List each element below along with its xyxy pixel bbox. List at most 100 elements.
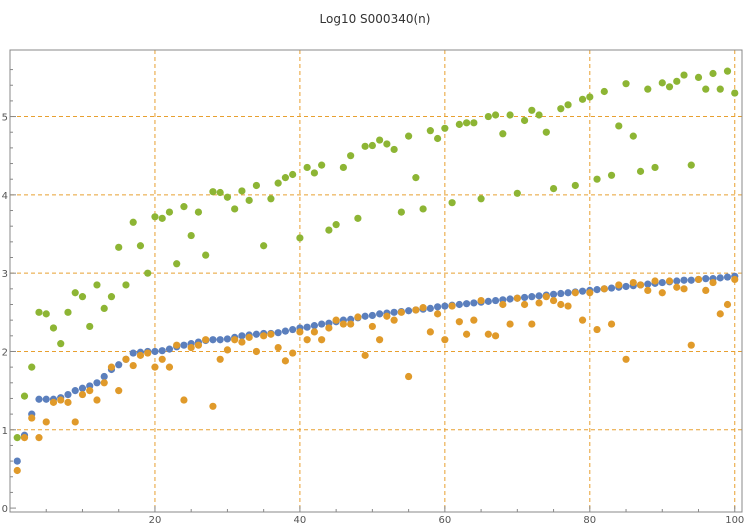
series-2-point [245,333,253,341]
series-3-point [622,80,630,88]
y-tick-label: 1 [2,426,8,437]
series-3-point [216,188,224,197]
series-2-point [310,328,318,336]
series-2-point [267,330,275,338]
series-3-point [180,203,188,211]
series-1-point [64,390,72,399]
series-2-point [158,355,166,363]
series-3-point [557,105,565,113]
series-3-point [144,269,152,277]
series-2-point [209,402,217,410]
series-3-point [267,195,275,203]
series-2-point [86,387,94,395]
series-3-point [441,124,449,132]
series-3-point [57,340,65,348]
series-2-point [470,316,478,324]
series-1-point [35,395,43,403]
series-3-point [405,132,413,140]
series-3-point [506,111,514,119]
series-1-point [71,387,79,395]
series-2-point [165,363,174,371]
series-3-point [368,141,376,150]
series-2-point [680,285,688,293]
grid-layer [10,50,742,512]
series-3-point [318,161,326,169]
series-1-point [405,307,413,315]
series-1-point [491,296,500,305]
series-1-point [622,282,630,291]
series-3-point [462,119,471,127]
series-3-point [274,179,282,187]
series-1-point [151,347,159,356]
series-3-point [397,208,405,216]
series-2-point [194,341,203,349]
series-2-point [484,330,492,338]
series-3-point [151,213,159,221]
series-2-point [709,278,717,287]
series-3-point [615,122,623,130]
series-3-point [383,140,391,148]
series-2-point [419,304,427,312]
series-2-point [49,398,58,406]
series-2-point [347,320,355,328]
series-3-point [20,392,29,400]
series-1-point [723,273,732,281]
series-1-point [535,292,543,300]
series-3-point [549,185,558,193]
series-2-point [557,300,565,309]
x-tick-label: 40 [294,515,307,525]
series-2-point [361,351,369,359]
series-1-point [318,320,326,328]
series-3-point [202,251,210,259]
series-2-point [129,361,137,370]
series-1-point [607,284,616,292]
series-2-point [607,320,616,328]
series-3-point [289,170,297,179]
series-3-point [434,134,442,143]
series-2-point [71,418,79,426]
series-2-point [296,328,304,336]
series-1-point [528,293,536,301]
series-1-point [78,384,87,392]
series-2-point [13,466,21,475]
series-3-point [535,111,543,119]
series-2-point [35,434,43,442]
series-3-point [716,85,724,93]
series-3-point [477,195,485,203]
series-3-point [709,69,717,78]
x-tick-label: 80 [583,515,596,525]
series-2-point [289,349,297,357]
series-3-point [165,208,174,216]
series-2-point [694,275,703,284]
series-2-point [593,325,601,334]
series-1-point [549,290,558,298]
series-1-point [303,323,311,331]
series-2-point [100,379,108,387]
x-tick-label: 20 [149,515,162,525]
series-2-point [252,347,261,356]
series-3-point [680,71,688,79]
series-1-point [209,336,217,344]
series-2-point [122,355,130,363]
points-layer [13,67,739,475]
series-3-point [390,145,398,154]
series-3-point [303,163,311,172]
series-2-point [368,322,376,331]
series-2-point [339,320,347,328]
series-2-point [426,328,434,336]
series-3-point [296,234,304,242]
series-1-point [673,277,681,285]
series-2-point [180,396,188,404]
series-3-point [86,322,94,331]
series-2-point [600,285,608,293]
series-2-point [397,308,405,316]
series-1-point [687,276,695,284]
series-1-point [564,289,572,297]
series-2-point [281,357,290,365]
series-1-point [361,312,369,320]
series-1-point [238,332,246,340]
series-3-point [245,196,253,204]
series-3-point [629,132,637,140]
series-2-point [477,296,485,305]
